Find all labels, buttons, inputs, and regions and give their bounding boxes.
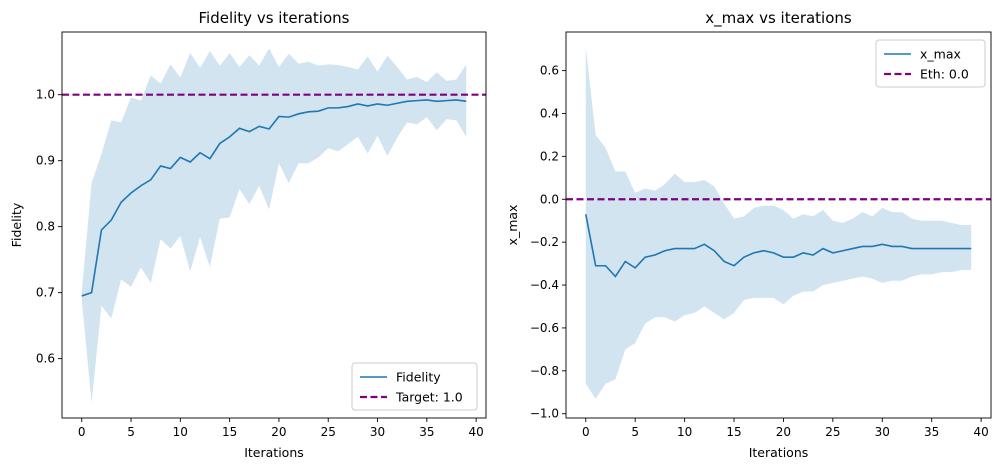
x-tick-label: 35 (419, 425, 434, 439)
y-tick-label: −1.0 (530, 407, 559, 421)
y-tick-label: 0.0 (540, 192, 559, 206)
y-tick-label: −0.8 (530, 364, 559, 378)
y-tick-label: 0.4 (540, 106, 559, 120)
y-axis-label: x_max (505, 205, 520, 246)
x-tick-label: 0 (78, 425, 86, 439)
legend-label: Fidelity (396, 370, 441, 385)
axes-frame (565, 31, 992, 419)
x-tick-label: 20 (776, 425, 791, 439)
y-tick-label: 0.7 (36, 286, 55, 300)
x-tick-label: 5 (127, 425, 135, 439)
y-tick-label: −0.2 (530, 235, 559, 249)
legend: Fidelity Target: 1.0 (351, 362, 478, 411)
x-tick-label: 20 (271, 425, 286, 439)
legend-box (351, 362, 478, 411)
plot-area (566, 47, 991, 399)
series-line-fidelity (81, 99, 467, 297)
x-tick-label: 10 (173, 425, 188, 439)
x-tick-label: 30 (875, 425, 890, 439)
plot-area (62, 48, 486, 403)
legend-label: Target: 1.0 (395, 390, 463, 405)
legend-label: Eth: 0.0 (920, 67, 969, 82)
y-tick-label: 1.0 (36, 88, 55, 102)
legend: x_max Eth: 0.0 (875, 39, 986, 88)
x-tick-label: 40 (973, 425, 988, 439)
y-tick-label: 0.9 (36, 154, 55, 168)
x-tick-label: 0 (582, 425, 590, 439)
x-tick-label: 10 (677, 425, 692, 439)
x-tick-label: 35 (924, 425, 939, 439)
axes-frame (61, 31, 487, 419)
y-tick-label: 0.2 (540, 149, 559, 163)
y-tick-label: 0.8 (36, 220, 55, 234)
chart-title: x_max vs iterations (705, 9, 852, 28)
x-tick-label: 5 (631, 425, 639, 439)
confidence-band (81, 48, 467, 403)
x-tick-label: 25 (825, 425, 840, 439)
x-axis-label: Iterations (749, 445, 809, 460)
y-tick-label: −0.6 (530, 321, 559, 335)
series-line-x-max (584, 214, 972, 278)
x-tick-label: 40 (468, 425, 483, 439)
chart-title: Fidelity vs iterations (199, 9, 350, 27)
x-tick-label: 15 (222, 425, 237, 439)
legend-label: x_max (920, 47, 961, 62)
x-axis-label: Iterations (244, 445, 304, 460)
x-tick-label: 30 (370, 425, 385, 439)
chart-x-max: 0 5 10 15 20 25 30 35 40 −1.0 −0.8 −0.6 −0.4 −0.2 0.0 0… (505, 9, 992, 460)
x-tick-label: 25 (321, 425, 336, 439)
y-tick-label: −0.4 (530, 278, 559, 292)
y-tick-label: 0.6 (36, 352, 55, 366)
y-axis-label: Fidelity (9, 202, 24, 247)
chart-fidelity: 0 5 10 15 20 25 30 35 40 0.6 0.7 0.8 0.9 1.0 Fidelity … (9, 9, 487, 460)
x-tick-label: 15 (726, 425, 741, 439)
y-tick-label: 0.6 (540, 64, 559, 78)
confidence-band (585, 47, 972, 399)
legend-box (875, 39, 986, 88)
